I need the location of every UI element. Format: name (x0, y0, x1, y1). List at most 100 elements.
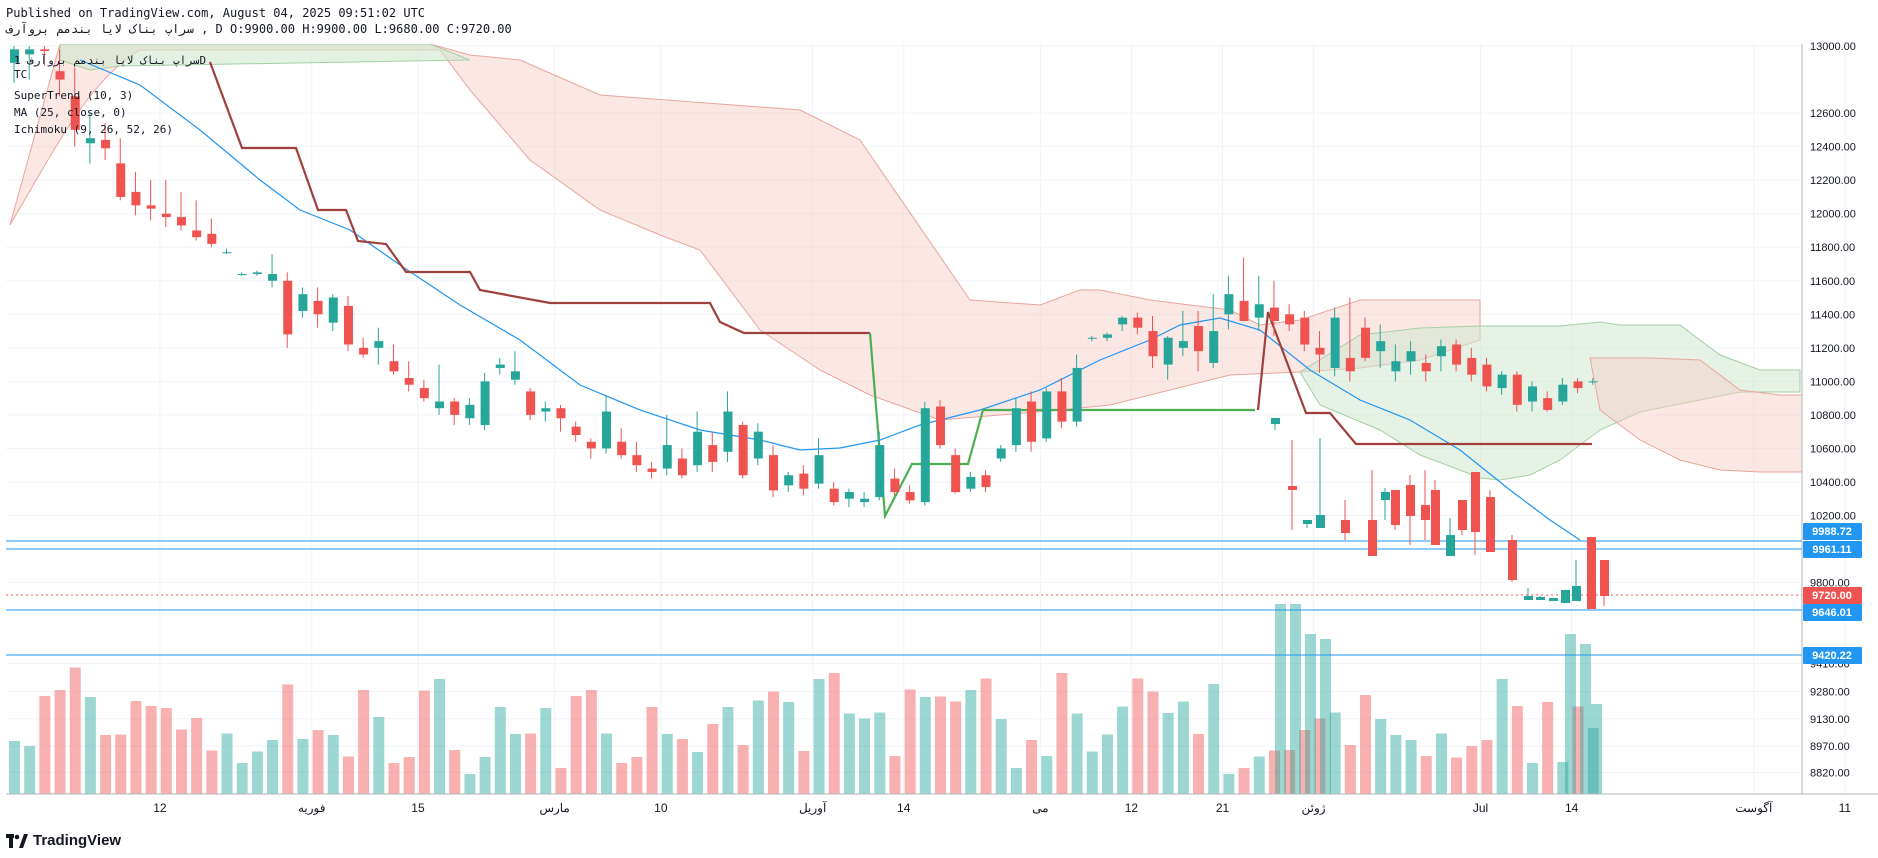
volume-bar (752, 700, 764, 794)
price-tick-label: 9800.00 (1810, 578, 1850, 590)
candle (1512, 371, 1522, 412)
candle (1072, 354, 1082, 427)
candle-body (1330, 317, 1340, 368)
price-tick-label: 11000.00 (1810, 376, 1855, 388)
candle-body (1406, 351, 1416, 362)
price-tag-9720: 9720.00 (1803, 587, 1862, 604)
candle (1224, 275, 1234, 330)
candles (10, 46, 1609, 609)
candle-body (1027, 401, 1037, 442)
candle (1536, 596, 1545, 600)
time-tick-label: Jul (1473, 801, 1488, 815)
candle (85, 113, 95, 164)
candle (935, 399, 945, 449)
candle (890, 468, 900, 496)
volume-bar (1405, 740, 1417, 794)
candle (283, 272, 293, 348)
candle (1148, 315, 1158, 368)
volume-bar (1580, 644, 1591, 794)
candle (40, 46, 50, 67)
candle-body (662, 445, 672, 469)
price-axis[interactable]: 13000.00 12600.00 12400.00 12200.00 12000.00… (1810, 41, 1856, 779)
candle-body (252, 272, 262, 275)
candle (343, 295, 353, 352)
candle (784, 471, 794, 493)
candle (1482, 357, 1492, 392)
tradingview-logo[interactable]: TradingView (6, 832, 121, 849)
time-tick-label: فوریه (298, 801, 326, 815)
candle-body (1558, 384, 1568, 402)
candle (1406, 341, 1416, 375)
candle (1524, 588, 1533, 600)
candle (1376, 324, 1386, 368)
candle (844, 488, 854, 508)
legend-tc[interactable]: TC (14, 68, 28, 81)
legend-ma[interactable]: MA (25, close, 0) (14, 106, 127, 119)
candle-body (1508, 540, 1517, 580)
volume-bar (828, 673, 840, 794)
candle-body (890, 478, 900, 493)
legend-supertrend[interactable]: SuperTrend (10, 3) (14, 89, 134, 102)
time-tick-label: ژوئن (1302, 801, 1326, 815)
candle-body (1524, 596, 1533, 600)
candle-body (55, 71, 65, 80)
candle-body (1486, 497, 1495, 552)
candle-body (1381, 492, 1390, 500)
candle (1486, 490, 1495, 552)
candle-body (374, 341, 384, 348)
candle (1452, 339, 1462, 372)
horizontal-lines (6, 540, 1802, 656)
candle-body (480, 381, 490, 425)
volume-bar (950, 701, 962, 794)
candle-body (632, 455, 642, 466)
volume-bar (737, 745, 749, 794)
volume-bar (965, 690, 977, 794)
candle-body (769, 455, 778, 491)
volume-bar (1420, 756, 1432, 794)
supertrend-up-line (868, 332, 1255, 520)
time-tick-label: آوریل (799, 800, 827, 815)
candle-body (1536, 597, 1545, 600)
candle (769, 445, 778, 498)
volume-bar (1481, 740, 1493, 794)
candle (1316, 438, 1325, 528)
volume-bar (1527, 763, 1538, 794)
legend-ichimoku[interactable]: Ichimoku (9, 26, 52, 26) (14, 123, 173, 136)
volume-bar (100, 735, 112, 794)
candle-body (116, 163, 126, 197)
candle-body (586, 441, 596, 449)
candle (1368, 470, 1377, 556)
candle-body (1561, 590, 1570, 603)
candle-body (131, 191, 141, 206)
candle (1573, 378, 1583, 394)
candle-body (1421, 505, 1430, 520)
tradingview-logo-icon (6, 833, 28, 848)
volume-bar (297, 739, 309, 794)
time-axis[interactable]: 12 فوریه 15 مارس 10 آوریل 14 می 12 21 ژوئن Jul 14 آگو… (153, 800, 1878, 815)
candle (116, 138, 126, 201)
price-tick-label: 11800.00 (1810, 242, 1855, 254)
volume-bar (449, 750, 461, 794)
candle-body (966, 476, 976, 489)
candle-body (1345, 357, 1355, 372)
candle-body (935, 406, 945, 446)
candle-body (1436, 346, 1446, 357)
volume-bar (115, 734, 127, 794)
candle (70, 67, 80, 147)
volume-bar (783, 702, 795, 794)
volume-bar (221, 733, 233, 794)
candle (1600, 560, 1609, 606)
candle-body (419, 388, 429, 399)
volume-bar (267, 740, 279, 794)
volume-bar (327, 735, 339, 794)
legend-symbol[interactable]: سراپ بناک لایا بندمم بروآرف 1D (14, 54, 207, 67)
candle (1436, 339, 1446, 372)
volume-bar (919, 697, 931, 794)
volume-bar (1290, 604, 1301, 794)
candle (1558, 378, 1568, 405)
volume-bar (1177, 701, 1189, 794)
time-tick-label: می (1032, 801, 1048, 815)
candle-body (1102, 334, 1112, 338)
candle-body (905, 492, 915, 501)
